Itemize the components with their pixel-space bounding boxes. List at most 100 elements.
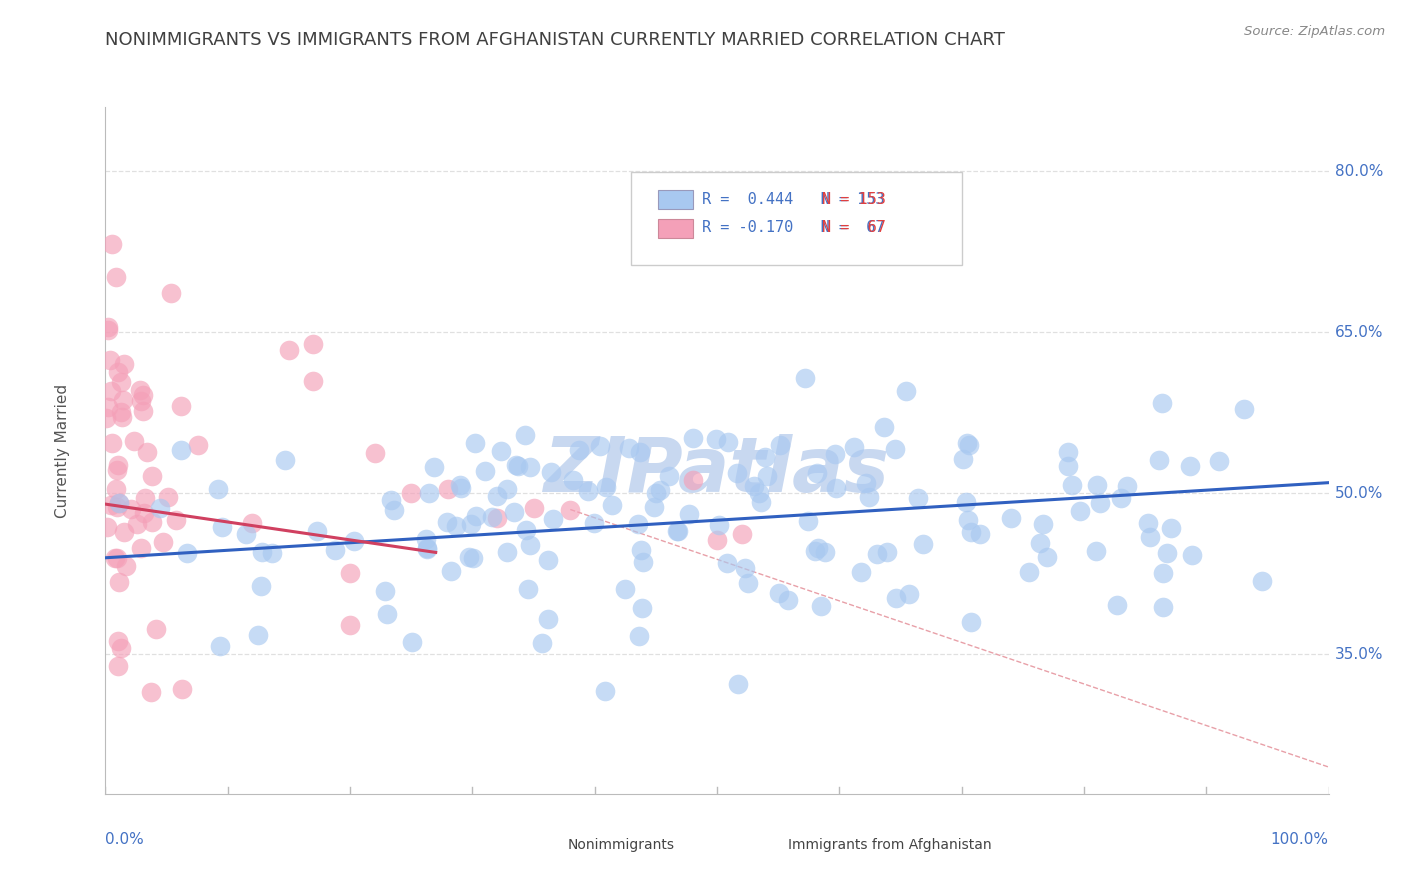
Point [1057, 459, 1080, 474]
Point [105, 270, 128, 285]
Point [112, 524, 135, 539]
Point [717, 434, 740, 449]
Point [112, 392, 135, 407]
Point [495, 545, 517, 559]
Point [617, 441, 640, 455]
Point [363, 446, 385, 460]
Point [440, 564, 463, 578]
Point [485, 511, 508, 525]
Point [101, 435, 124, 450]
Point [250, 544, 273, 558]
Point [307, 524, 329, 538]
Text: Nonimmigrants: Nonimmigrants [568, 838, 675, 853]
Point [107, 658, 129, 673]
Point [129, 383, 152, 397]
Point [754, 450, 776, 465]
Point [131, 388, 153, 402]
Point [858, 491, 880, 505]
Point [519, 460, 541, 475]
Point [399, 485, 422, 500]
Point [876, 545, 898, 559]
Point [540, 466, 562, 480]
Point [187, 437, 209, 451]
Point [343, 533, 366, 548]
Point [105, 462, 128, 476]
Point [1088, 495, 1111, 509]
Point [842, 440, 865, 454]
Point [643, 500, 665, 514]
Text: Immigrants from Afghanistan: Immigrants from Afghanistan [787, 838, 991, 853]
Point [107, 458, 129, 472]
Point [825, 481, 848, 495]
Point [97, 322, 120, 336]
Point [107, 496, 129, 510]
Point [156, 490, 179, 504]
FancyBboxPatch shape [527, 838, 562, 852]
Point [461, 550, 484, 565]
Point [682, 431, 704, 445]
Point [1000, 510, 1022, 524]
Point [380, 492, 402, 507]
Point [519, 538, 541, 552]
Point [907, 491, 929, 505]
Point [613, 582, 636, 596]
Point [631, 600, 654, 615]
Text: N = 153: N = 153 [823, 192, 886, 207]
Point [768, 586, 790, 600]
Point [952, 452, 974, 467]
FancyBboxPatch shape [631, 172, 962, 265]
Point [262, 546, 284, 560]
Point [678, 507, 700, 521]
Point [382, 503, 405, 517]
Point [1147, 453, 1170, 467]
Point [884, 591, 907, 605]
Point [107, 634, 129, 648]
Point [132, 506, 155, 520]
Point [104, 551, 127, 566]
Point [149, 501, 172, 516]
Point [107, 496, 129, 510]
Point [797, 514, 820, 528]
Point [645, 485, 668, 500]
Point [560, 503, 582, 517]
Point [628, 629, 651, 643]
Point [650, 483, 672, 497]
Point [111, 409, 134, 424]
Text: ZIPatlas: ZIPatlas [544, 434, 890, 508]
Point [1109, 491, 1132, 505]
Point [141, 468, 163, 483]
Point [960, 524, 983, 539]
Text: R =  0.444   N = 153: R = 0.444 N = 153 [703, 192, 884, 207]
Point [1057, 445, 1080, 459]
Point [755, 469, 778, 483]
Point [135, 444, 157, 458]
Text: 80.0%: 80.0% [1334, 164, 1384, 179]
Point [593, 684, 616, 698]
Point [537, 612, 560, 626]
Point [1181, 549, 1204, 563]
Point [515, 523, 537, 537]
Point [737, 576, 759, 591]
Point [806, 466, 828, 480]
Point [401, 634, 423, 648]
Point [600, 498, 623, 512]
Point [302, 337, 325, 351]
Point [108, 574, 131, 589]
Point [211, 519, 233, 533]
Text: NONIMMIGRANTS VS IMMIGRANTS FROM AFGHANISTAN CURRENTLY MARRIED CORRELATION CHART: NONIMMIGRANTS VS IMMIGRANTS FROM AFGHANI… [105, 31, 1005, 49]
Text: N =  67: N = 67 [823, 220, 886, 235]
Point [474, 464, 496, 478]
Point [960, 615, 983, 630]
Point [100, 236, 122, 251]
Point [957, 438, 980, 452]
Point [956, 513, 979, 527]
Point [1029, 535, 1052, 549]
Point [436, 515, 458, 529]
Point [666, 524, 689, 538]
Point [716, 556, 738, 570]
Point [129, 541, 152, 556]
Point [323, 542, 346, 557]
Point [955, 495, 977, 509]
Point [810, 599, 832, 613]
Point [628, 445, 651, 459]
